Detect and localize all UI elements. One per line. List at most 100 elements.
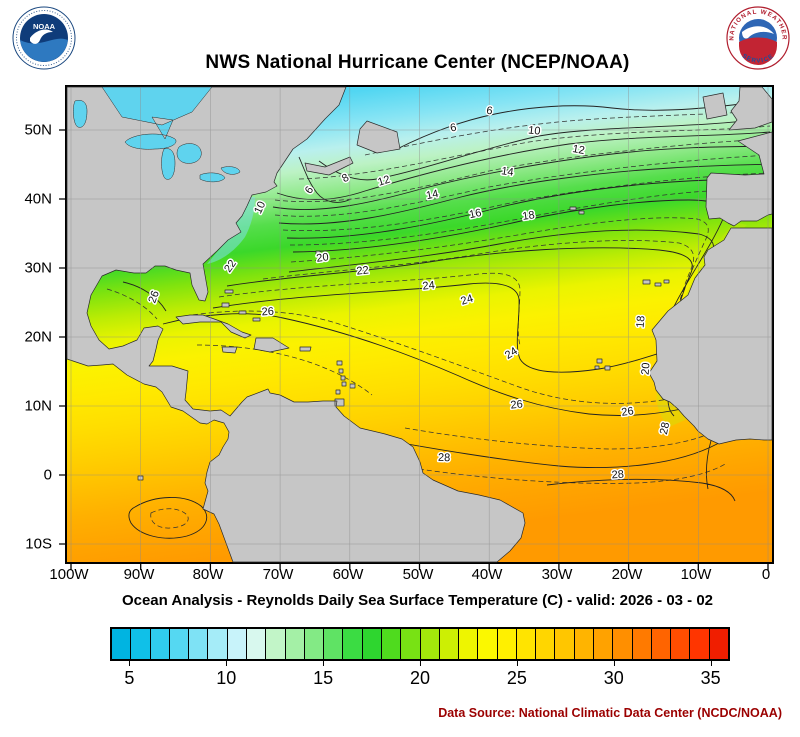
map-caption: Ocean Analysis - Reynolds Daily Sea Surf…: [121, 592, 714, 609]
contour-label: 12: [376, 174, 391, 189]
colorbar-cell: [189, 629, 209, 659]
noaa-logo: NOAA: [12, 6, 76, 75]
sst-map-svg: 6 6 10 12 8 12 6 10 14 14 16 18 20 22 22…: [59, 86, 773, 570]
colorbar-cell: [555, 629, 575, 659]
colorbar-cell: [227, 629, 247, 659]
contour-label: 26: [261, 306, 274, 319]
lat-tick-label: 10N: [24, 397, 52, 415]
contour-label: 24: [422, 279, 435, 292]
colorbar-cell: [671, 629, 691, 659]
noaa-gull-icon: [30, 29, 53, 44]
colorbar-cell: [574, 629, 595, 659]
contour-label: 14: [501, 165, 515, 179]
lat-tick-label: 20N: [24, 328, 52, 346]
colorbar-cell: [497, 629, 517, 659]
colorbar-cell: [516, 629, 537, 659]
noaa-logo-ring-text-decoration: [16, 10, 72, 66]
lat-tick-label: 30N: [24, 259, 52, 277]
colorbar-cell: [343, 629, 363, 659]
graticule-grid: [67, 87, 772, 562]
lon-tick-label: 60W: [332, 566, 364, 583]
lon-tick-label: 90W: [123, 566, 155, 583]
contour-label: 6: [486, 105, 494, 118]
contour-label: 26: [621, 405, 635, 419]
colorbar-cell: [246, 629, 267, 659]
page-title: NWS National Hurricane Center (NCEP/NOAA…: [205, 52, 630, 73]
colorbar-cell: [208, 629, 228, 659]
colorbar-cell: [459, 629, 479, 659]
lon-tick-label: 20W: [611, 566, 643, 583]
lakes-inland-water: [73, 86, 241, 183]
axis-ticks: [59, 129, 769, 570]
colorbar-cell: [420, 629, 440, 659]
lat-tick-label: 0: [43, 466, 52, 484]
contour-label: 20: [316, 251, 330, 265]
contour-label: 22: [356, 264, 369, 277]
colorbar-cell: [381, 629, 402, 659]
contour-label: 18: [635, 315, 648, 328]
colorbar-cell: [536, 629, 556, 659]
colorbar-cell: [478, 629, 498, 659]
contour-label: 28: [611, 469, 624, 482]
nws-logo: NATIONAL WEATHER SERVICE: [726, 6, 790, 75]
contour-label: 10: [528, 124, 541, 137]
colorbar-cell: [439, 629, 460, 659]
colorbar-cell: [709, 629, 728, 659]
contour-label: 24: [459, 293, 474, 308]
lat-tick-label: 50N: [24, 121, 52, 139]
lon-tick-label: 40W: [471, 566, 503, 583]
lon-tick-label: 80W: [192, 566, 224, 583]
colorbar-ticks: 5 10 15 20 25 30 35: [110, 661, 730, 695]
lon-tick-label: 30W: [541, 566, 573, 583]
contour-label: 18: [522, 209, 536, 223]
contour-label: 26: [146, 289, 161, 305]
longitude-axis: 100W 90W 80W 70W 60W 50W 40W 30W 20W 10W…: [49, 566, 771, 588]
contour-label: 12: [571, 143, 585, 157]
contour-labels: 6 6 10 12 8 12 6 10 14 14 16 18 20 22 22…: [145, 103, 674, 483]
nws-logo-svg: NATIONAL WEATHER SERVICE: [726, 6, 790, 70]
lat-tick-label: 40N: [24, 190, 52, 208]
colorbar-cell: [266, 629, 286, 659]
contour-label: 20: [640, 362, 653, 375]
contour-label: 28: [658, 421, 672, 435]
latitude-axis: 50N 40N 30N 20N 10N 0 10S: [0, 87, 58, 562]
colorbar-cell: [690, 629, 710, 659]
lon-tick-label: 50W: [402, 566, 434, 583]
colorbar-cell: [401, 629, 421, 659]
contour-label: 26: [510, 398, 523, 411]
nws-logo-red-band: [739, 37, 777, 65]
colorbar-tick-label: 10: [216, 661, 236, 689]
colorbar-cell: [169, 629, 190, 659]
colorbar-cell: [362, 629, 382, 659]
colorbar-cell: [632, 629, 652, 659]
noaa-logo-sea: [20, 38, 68, 62]
colorbar-tick-label: 35: [701, 661, 721, 689]
solid-isotherms: [122, 99, 771, 539]
colorbar-cell: [304, 629, 325, 659]
colorbar-tick-label: 30: [604, 661, 624, 689]
colorbar-cell: [131, 629, 151, 659]
contour-label: 14: [425, 188, 439, 202]
noaa-logo-svg: NOAA: [12, 6, 76, 70]
contour-label: 16: [468, 207, 482, 221]
lon-tick-label: 100W: [49, 566, 89, 583]
sst-map: 6 6 10 12 8 12 6 10 14 14 16 18 20 22 22…: [59, 85, 774, 570]
nws-eagle-icon: [742, 26, 774, 39]
lat-tick-label: 10S: [25, 535, 52, 553]
lon-tick-label: 70W: [262, 566, 294, 583]
land-masses: [66, 86, 773, 563]
colorbar-cell: [324, 629, 344, 659]
colorbar-tick-label: 20: [410, 661, 430, 689]
colorbar-tick-label: 15: [313, 661, 333, 689]
colorbar-tick-label: 5: [124, 661, 134, 689]
colorbar-cell: [594, 629, 614, 659]
colorbar-cell: [651, 629, 672, 659]
colorbar-tick-label: 25: [507, 661, 527, 689]
lon-tick-label: 0: [761, 566, 771, 583]
contour-label: 6: [449, 122, 457, 135]
colorbar-cell: [112, 629, 132, 659]
colorbar-cell: [613, 629, 633, 659]
colorbar-cells: [110, 627, 730, 661]
colorbar-cell: [285, 629, 305, 659]
